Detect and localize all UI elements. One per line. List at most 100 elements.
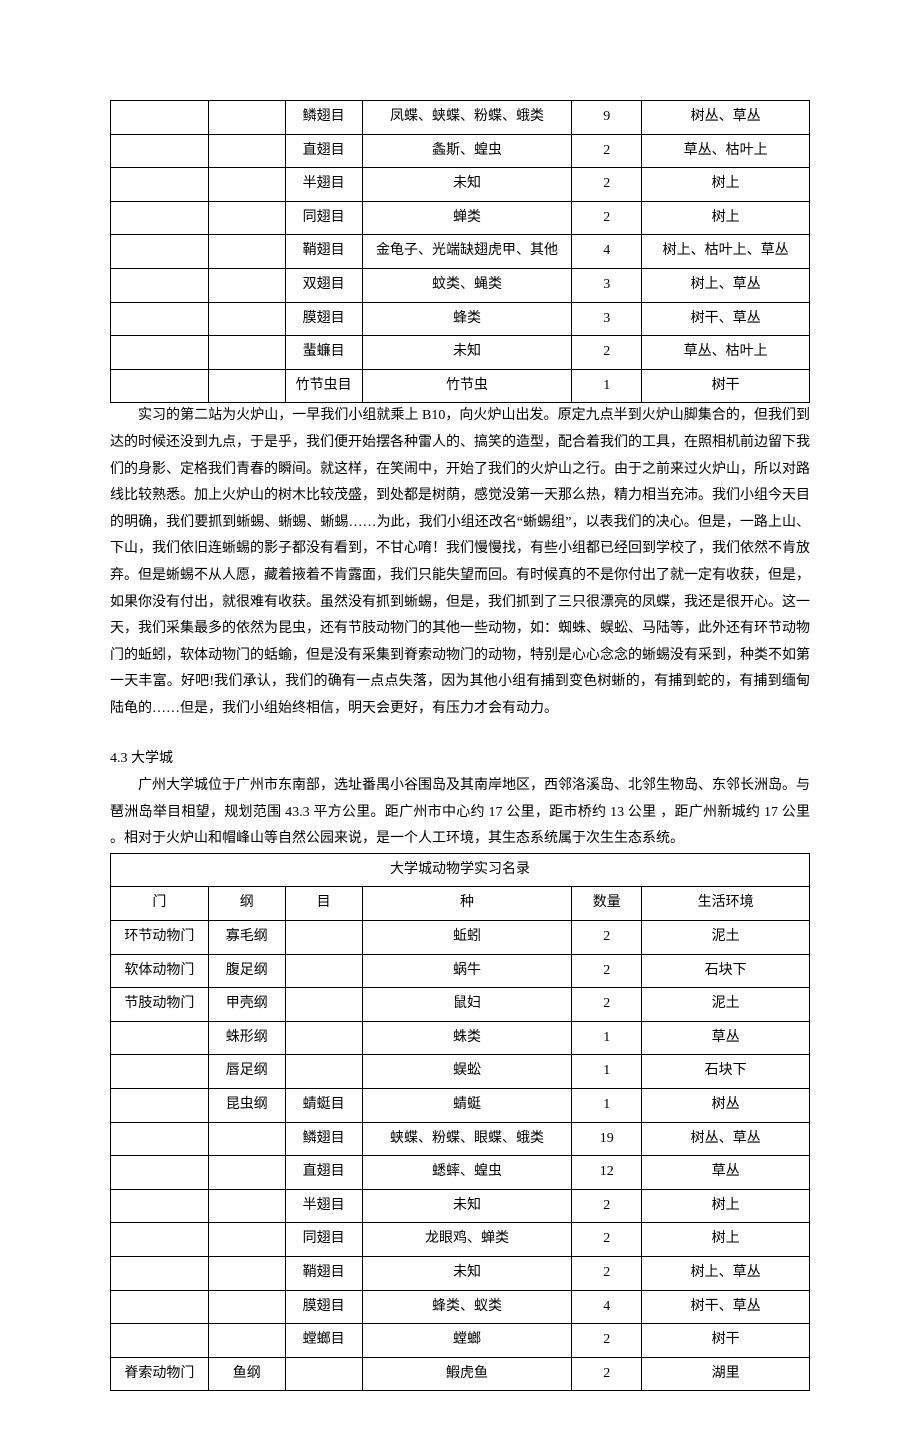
table2-cell-habitat: 草丛 [642, 1021, 810, 1055]
table2-cell-phylum: 软体动物门 [111, 954, 209, 988]
table2-row: 鳞翅目蛱蝶、粉蝶、眼蝶、蛾类19树丛、草丛 [111, 1122, 810, 1156]
table1-row: 直翅目螽斯、蝗虫2草丛、枯叶上 [111, 134, 810, 168]
table2-cell-class: 蛛形纲 [208, 1021, 285, 1055]
table1-cell-order: 蜚蠊目 [285, 336, 362, 370]
table2-cell-phylum [111, 1324, 209, 1358]
species-table-2: 大学城动物学实习名录 门 纲 目 种 数量 生活环境 环节动物门寡毛纲蚯蚓2泥土… [110, 853, 810, 1392]
table2-cell-phylum [111, 1189, 209, 1223]
table1-cell-order: 竹节虫目 [285, 369, 362, 403]
table2-row: 同翅目龙眼鸡、蝉类2树上 [111, 1223, 810, 1257]
table2-cell-order [285, 988, 362, 1022]
table2-cell-habitat: 树上、草丛 [642, 1256, 810, 1290]
table1-cell-count: 9 [572, 101, 642, 135]
table1-cell-phylum [111, 302, 209, 336]
table2-header-row: 门 纲 目 种 数量 生活环境 [111, 887, 810, 921]
table2-cell-count: 12 [572, 1156, 642, 1190]
table2-cell-phylum [111, 1055, 209, 1089]
table2-cell-phylum: 脊索动物门 [111, 1357, 209, 1391]
table2-cell-class: 昆虫纲 [208, 1089, 285, 1123]
table2-cell-species: 蟋蟀、蝗虫 [362, 1156, 572, 1190]
table1-cell-habitat: 树上、草丛 [642, 268, 810, 302]
species-table-1: 鳞翅目凤蝶、蛱蝶、粉蝶、蛾类9树丛、草丛直翅目螽斯、蝗虫2草丛、枯叶上半翅目未知… [110, 100, 810, 403]
table1-cell-habitat: 树上、枯叶上、草丛 [642, 235, 810, 269]
table1-row: 同翅目蝉类2树上 [111, 201, 810, 235]
table2-cell-count: 1 [572, 1089, 642, 1123]
table1-row: 竹节虫目竹节虫1树干 [111, 369, 810, 403]
table2-cell-species: 鼠妇 [362, 988, 572, 1022]
table2-cell-class [208, 1122, 285, 1156]
table1-cell-class [208, 369, 285, 403]
th-habitat: 生活环境 [642, 887, 810, 921]
table2-cell-species: 鰕虎鱼 [362, 1357, 572, 1391]
table2-row: 昆虫纲蜻蜓目蜻蜓1树丛 [111, 1089, 810, 1123]
table2-cell-order: 同翅目 [285, 1223, 362, 1257]
table1-cell-habitat: 树上 [642, 201, 810, 235]
table2-cell-phylum [111, 1089, 209, 1123]
table2-cell-habitat: 树丛、草丛 [642, 1122, 810, 1156]
table2-cell-count: 2 [572, 954, 642, 988]
table2-cell-species: 蚯蚓 [362, 921, 572, 955]
table1-cell-count: 3 [572, 302, 642, 336]
table2-row: 脊索动物门鱼纲鰕虎鱼2湖里 [111, 1357, 810, 1391]
table1-cell-species: 竹节虫 [362, 369, 572, 403]
table1-cell-order: 半翅目 [285, 168, 362, 202]
table2-cell-species: 蜂类、蚁类 [362, 1290, 572, 1324]
table2-row: 环节动物门寡毛纲蚯蚓2泥土 [111, 921, 810, 955]
table2-cell-class: 寡毛纲 [208, 921, 285, 955]
th-class: 纲 [208, 887, 285, 921]
table1-row: 膜翅目蜂类3树干、草丛 [111, 302, 810, 336]
table1-cell-order: 双翅目 [285, 268, 362, 302]
table2-cell-order: 鳞翅目 [285, 1122, 362, 1156]
table2-cell-habitat: 树干、草丛 [642, 1290, 810, 1324]
table2-cell-species: 未知 [362, 1189, 572, 1223]
table2-cell-count: 1 [572, 1021, 642, 1055]
table1-cell-phylum [111, 268, 209, 302]
table1-cell-phylum [111, 235, 209, 269]
table1-cell-habitat: 草丛、枯叶上 [642, 134, 810, 168]
table2-cell-count: 2 [572, 1357, 642, 1391]
table1-cell-phylum [111, 201, 209, 235]
table2-cell-order: 螳螂目 [285, 1324, 362, 1358]
table2-cell-class [208, 1156, 285, 1190]
table2-cell-species: 龙眼鸡、蝉类 [362, 1223, 572, 1257]
table2-cell-class [208, 1256, 285, 1290]
table1-cell-class [208, 134, 285, 168]
table1-cell-order: 鳞翅目 [285, 101, 362, 135]
table2-row: 螳螂目螳螂2树干 [111, 1324, 810, 1358]
th-species: 种 [362, 887, 572, 921]
table1-cell-count: 2 [572, 201, 642, 235]
table1-cell-phylum [111, 336, 209, 370]
table2-cell-class [208, 1189, 285, 1223]
table2-cell-phylum [111, 1223, 209, 1257]
table2-cell-habitat: 泥土 [642, 921, 810, 955]
table1-cell-phylum [111, 369, 209, 403]
table2-cell-order [285, 954, 362, 988]
table2-cell-species: 蜈蚣 [362, 1055, 572, 1089]
table2-cell-class [208, 1223, 285, 1257]
table2-cell-class: 腹足纲 [208, 954, 285, 988]
table2-cell-habitat: 石块下 [642, 954, 810, 988]
table1-cell-class [208, 168, 285, 202]
paragraph-huolushan: 实习的第二站为火炉山，一早我们小组就乘上 B10，向火炉山出发。原定九点半到火炉… [110, 403, 810, 722]
table1-cell-class [208, 235, 285, 269]
table1-cell-habitat: 草丛、枯叶上 [642, 336, 810, 370]
table1-cell-class [208, 302, 285, 336]
table1-cell-species: 螽斯、蝗虫 [362, 134, 572, 168]
table2-row: 软体动物门腹足纲蜗牛2石块下 [111, 954, 810, 988]
table1-cell-order: 鞘翅目 [285, 235, 362, 269]
table2-row: 节肢动物门甲壳纲鼠妇2泥土 [111, 988, 810, 1022]
table1-cell-species: 未知 [362, 168, 572, 202]
table2-cell-count: 2 [572, 1324, 642, 1358]
table2-cell-order [285, 921, 362, 955]
table2-cell-class [208, 1290, 285, 1324]
table1-cell-habitat: 树丛、草丛 [642, 101, 810, 135]
table2-row: 膜翅目蜂类、蚁类4树干、草丛 [111, 1290, 810, 1324]
table2-cell-count: 2 [572, 921, 642, 955]
table1-cell-habitat: 树干 [642, 369, 810, 403]
table2-cell-species: 螳螂 [362, 1324, 572, 1358]
paragraph-daxuecheng: 广州大学城位于广州市东南部，选址番禺小谷围岛及其南岸地区，西邻洛溪岛、北邻生物岛… [110, 773, 810, 853]
table2-cell-class: 唇足纲 [208, 1055, 285, 1089]
table2-cell-phylum [111, 1021, 209, 1055]
table2-cell-order: 膜翅目 [285, 1290, 362, 1324]
table2-cell-habitat: 石块下 [642, 1055, 810, 1089]
